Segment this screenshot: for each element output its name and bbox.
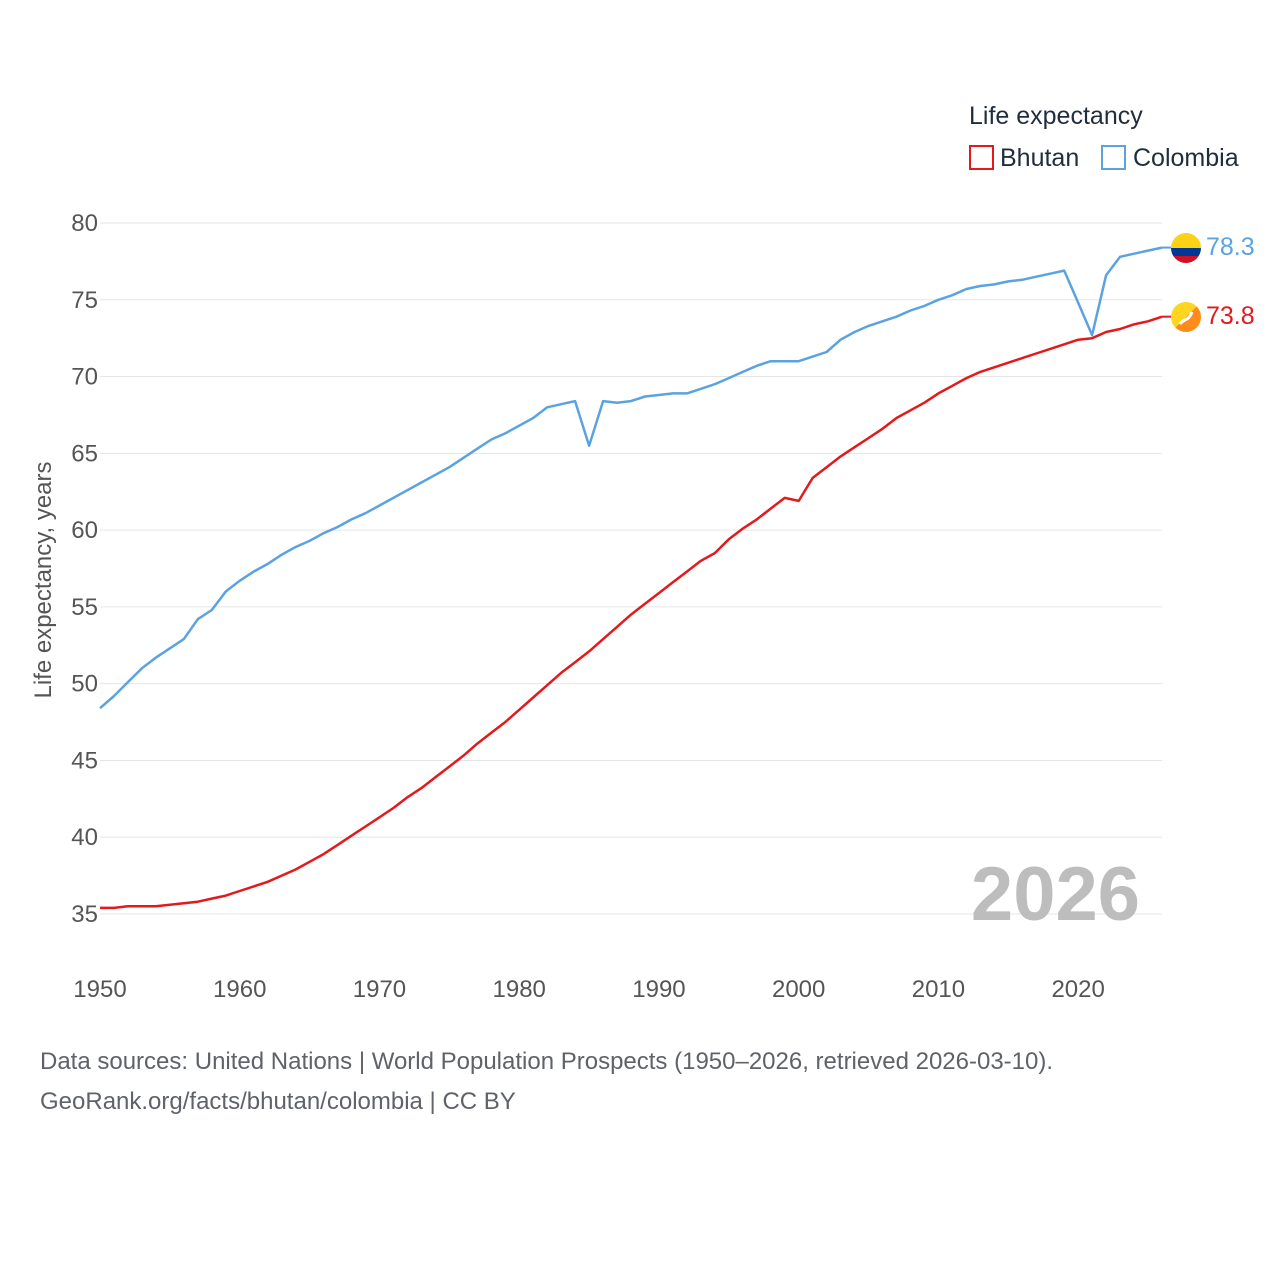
- source-line-url[interactable]: GeoRank.org/facts/bhutan/colombia | CC B…: [40, 1088, 516, 1115]
- y-axis-ticks: 35 40 45 50 55 60 65 70 75 80: [71, 210, 98, 928]
- colombia-flag-icon: [1171, 233, 1201, 263]
- legend-label-bhutan: Bhutan: [1000, 144, 1079, 172]
- x-tick-label: 1960: [213, 976, 266, 1003]
- y-tick-label: 40: [71, 824, 98, 851]
- legend-title: Life expectancy: [969, 102, 1143, 130]
- grid-lines: [100, 222, 1162, 915]
- y-tick-label: 70: [71, 364, 98, 391]
- y-tick-label: 55: [71, 594, 98, 621]
- y-tick-label: 35: [71, 901, 98, 928]
- x-tick-label: 2020: [1051, 976, 1104, 1003]
- y-tick-label: 65: [71, 440, 98, 467]
- y-tick-label: 60: [71, 517, 98, 544]
- legend: Life expectancy Bhutan Colombia: [969, 102, 1239, 172]
- legend-swatch-colombia: [1101, 145, 1126, 170]
- end-label-colombia: 78.3: [1206, 233, 1255, 261]
- legend-label-colombia: Colombia: [1133, 144, 1239, 172]
- source-note: Data sources: United Nations | World Pop…: [40, 1042, 1053, 1122]
- x-tick-label: 1980: [493, 976, 546, 1003]
- x-tick-label: 2000: [772, 976, 825, 1003]
- legend-swatch-bhutan: [969, 145, 994, 170]
- y-tick-label: 45: [71, 747, 98, 774]
- series-line-colombia: [99, 246, 1163, 710]
- y-axis-title: Life expectancy, years: [30, 461, 57, 698]
- x-tick-label: 1950: [73, 976, 126, 1003]
- year-watermark: 2026: [971, 852, 1140, 937]
- end-label-bhutan: 73.8: [1206, 302, 1255, 330]
- bhutan-flag-icon: [1171, 302, 1201, 332]
- y-tick-label: 50: [71, 671, 98, 698]
- source-line-data: Data sources: United Nations | World Pop…: [40, 1048, 1054, 1075]
- series-line-bhutan: [100, 315, 1163, 910]
- y-tick-label: 75: [71, 287, 98, 314]
- x-axis-ticks: 1950 1960 1970 1980 1990 2000 2010 2020: [73, 976, 1105, 1003]
- series-lines: [99, 246, 1171, 910]
- x-tick-label: 2010: [912, 976, 965, 1003]
- x-tick-label: 1970: [353, 976, 406, 1003]
- life-expectancy-chart: 35 40 45 50 55 60 65 70 75 80 1950 1960 1970 1980 199…: [30, 102, 1255, 1003]
- x-tick-label: 1990: [632, 976, 685, 1003]
- y-tick-label: 80: [71, 210, 98, 237]
